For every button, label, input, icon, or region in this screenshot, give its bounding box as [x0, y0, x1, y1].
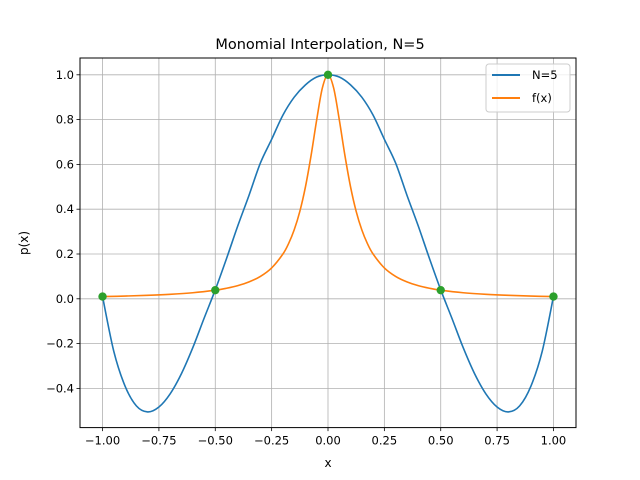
interpolation-node-marker: [98, 292, 107, 301]
legend-label-n5: N=5: [532, 68, 558, 82]
x-axis-ticks: −1.00 −0.75 −0.50 −0.25 0.00 0.25 0.50 0.75 1.00: [85, 427, 567, 448]
y-tick-label: 1.0: [56, 68, 74, 82]
x-tick-label: −0.75: [141, 434, 176, 448]
y-tick-label: 0.4: [56, 202, 74, 216]
chart-title: Monomial Interpolation, N=5: [215, 37, 424, 53]
x-axis-label: x: [324, 456, 331, 470]
interpolation-node-marker: [211, 285, 220, 295]
x-tick-label: 0.25: [372, 434, 398, 448]
x-tick-label: 0.75: [484, 434, 510, 448]
y-axis-label: p(x): [17, 231, 31, 255]
interpolation-node-marker: [549, 292, 558, 301]
interpolation-nodes: [98, 70, 558, 301]
x-tick-label: −1.00: [85, 434, 120, 448]
y-tick-label: 0.0: [56, 292, 74, 306]
x-tick-label: 0.50: [428, 434, 454, 448]
y-tick-label: −0.2: [46, 337, 74, 351]
legend: N=5 f(x): [485, 63, 571, 113]
y-tick-label: 0.2: [56, 247, 74, 261]
x-tick-label: 1.00: [541, 434, 567, 448]
interpolation-node-marker: [323, 70, 333, 80]
y-tick-label: 0.6: [56, 157, 74, 171]
x-tick-label: −0.25: [254, 434, 289, 448]
y-tick-label: −0.4: [46, 381, 74, 395]
interpolation-node-marker: [436, 285, 445, 295]
grid-lines: [80, 58, 576, 428]
y-tick-label: 0.8: [56, 113, 74, 127]
x-tick-label: 0.00: [315, 434, 341, 448]
x-tick-label: −0.50: [198, 434, 233, 448]
y-axis-ticks: −0.4 −0.2 0.0 0.2 0.4 0.6 0.8 1.0: [46, 68, 80, 395]
legend-label-fx: f(x): [532, 91, 552, 105]
